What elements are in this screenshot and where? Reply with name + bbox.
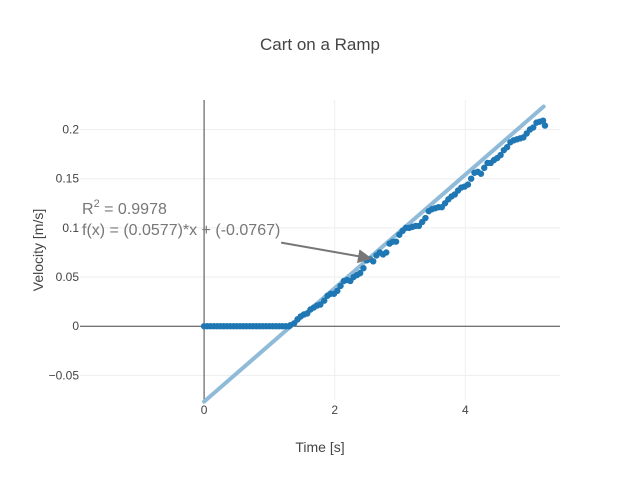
data-point [530, 124, 537, 131]
y-tick-label: 0.1 [62, 221, 79, 235]
y-tick-labels: −0.05 0 0.05 0.1 0.15 0.2 [49, 123, 80, 383]
r-squared-label: R2 = 0.9978 [82, 198, 167, 218]
y-tick-label: 0.15 [56, 172, 80, 186]
data-point [356, 269, 364, 277]
chart-title: Cart on a Ramp [260, 35, 380, 54]
data-point [477, 170, 485, 177]
data-point [464, 181, 472, 188]
y-tick-label: 0.2 [62, 123, 79, 137]
fit-equation-label: f(x) = (0.0577)*x + (-0.0767) [82, 222, 280, 239]
zero-lines [80, 100, 560, 400]
x-tick-label: 2 [331, 403, 338, 417]
data-point [497, 151, 504, 159]
data-point [392, 238, 400, 245]
grid-lines [80, 100, 560, 400]
x-axis-title: Time [s] [295, 439, 344, 455]
data-point [334, 287, 341, 295]
annotation: R2 = 0.9978 f(x) = (0.0577)*x + (-0.0767) [82, 198, 372, 264]
y-tick-label: 0 [72, 319, 79, 333]
data-point [422, 214, 429, 222]
data-point [360, 264, 367, 272]
data-point [317, 301, 324, 308]
data-point [481, 164, 488, 172]
y-tick-label: −0.05 [49, 368, 80, 382]
annotation-arrow [280, 241, 372, 264]
data-point [337, 282, 344, 290]
data-point [383, 249, 390, 256]
data-point [541, 122, 549, 129]
data-point [539, 117, 547, 124]
data-point [467, 175, 475, 182]
x-tick-labels: 0 2 4 [201, 403, 469, 417]
x-tick-label: 4 [462, 403, 469, 417]
data-point [370, 258, 377, 265]
x-tick-label: 0 [201, 403, 208, 417]
y-axis-title: Velocity [m/s] [30, 209, 46, 291]
y-tick-label: 0.05 [56, 270, 80, 284]
data-point [321, 297, 328, 304]
data-points-layer [200, 117, 549, 330]
data-point [503, 144, 511, 151]
